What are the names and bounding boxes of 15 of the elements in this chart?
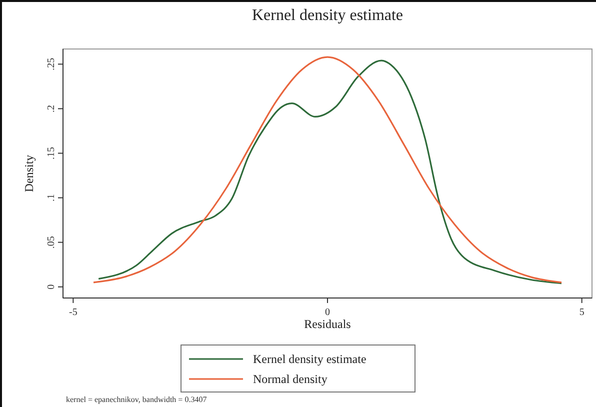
y-tick-label: .05 bbox=[46, 236, 57, 249]
legend-label: Normal density bbox=[253, 372, 328, 386]
y-tick-label: .15 bbox=[46, 146, 57, 160]
legend-label: Kernel density estimate bbox=[253, 352, 366, 366]
y-tick-label: 0 bbox=[46, 284, 57, 290]
x-tick-label: -5 bbox=[69, 307, 78, 318]
text: kernel = epanechnikov, bandwidth = 0.3407 bbox=[66, 395, 207, 404]
y-tick-label: .25 bbox=[46, 58, 57, 70]
chart-title: Kernel density estimate bbox=[252, 7, 404, 24]
x-tick-label: 0 bbox=[325, 307, 330, 318]
y-tick-label: .2 bbox=[46, 104, 57, 112]
y-axis-title: Density bbox=[22, 154, 36, 192]
x-axis-title: Residuals bbox=[304, 317, 352, 331]
x-tick-label: 5 bbox=[579, 307, 584, 318]
y-tick-label: .1 bbox=[46, 194, 57, 202]
